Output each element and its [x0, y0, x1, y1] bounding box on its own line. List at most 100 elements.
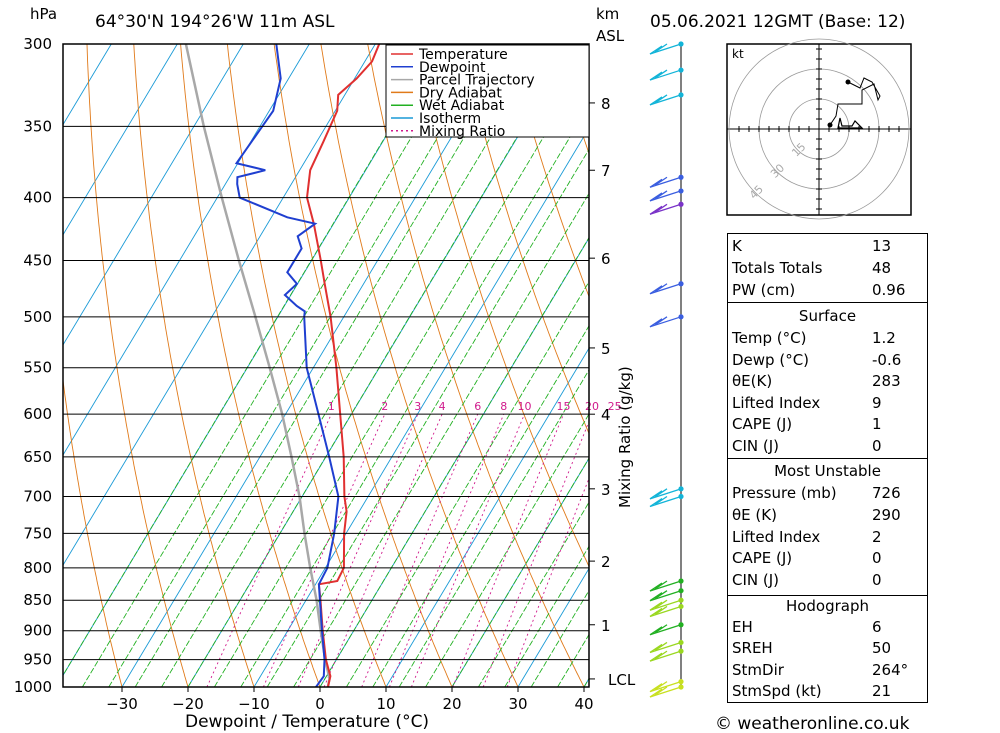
wind-barb-shaft — [649, 605, 682, 618]
wind-barb-flags — [649, 624, 668, 636]
wet-adiabat-line — [504, 545, 589, 687]
index-label: CIN (J) — [732, 437, 780, 455]
wind-barb — [649, 94, 682, 106]
surface-index-row: θE(K) 283 — [728, 371, 927, 392]
wind-barb-shaft — [649, 650, 682, 662]
pressure-unit-label: hPa — [30, 5, 57, 23]
wind-barb-flags — [649, 495, 668, 508]
wet-adiabat-line — [478, 501, 589, 687]
index-value: 6 — [872, 618, 882, 636]
most-unstable-index-row: Lifted Index 2 — [728, 527, 927, 548]
mixing-ratio-label: 10 — [518, 400, 532, 413]
wind-barb-flags — [649, 203, 668, 215]
wind-barb-flags — [649, 590, 668, 602]
surface-index-row: CAPE (J) 1 — [728, 414, 927, 435]
height-tick-label: 3 — [601, 481, 611, 499]
wind-barb — [649, 605, 682, 618]
hodograph-heading: Hodograph — [785, 597, 870, 615]
wind-barb-shaft — [649, 641, 682, 654]
dry-adiabat-line — [133, 44, 255, 687]
pressure-tick-label: 550 — [23, 359, 52, 377]
dry-adiabat-line — [929, 44, 1000, 687]
index-label: θE (K) — [732, 505, 777, 524]
index-value: 13 — [872, 237, 892, 255]
index-value: 9 — [872, 393, 882, 412]
index-value: 0 — [872, 571, 882, 590]
indices-table: K 13 Totals Totals 48 PW (cm) 0.96 Surface Te… — [727, 233, 928, 703]
dry-adiabat-line — [273, 44, 453, 687]
parcel-trajectory-line — [184, 44, 331, 687]
wind-barb-shaft — [649, 316, 682, 328]
wind-barb-flags — [649, 681, 668, 693]
height-tick-label: 6 — [601, 250, 611, 268]
index-label: Lifted Index — [732, 393, 821, 412]
isotherm-line — [63, 44, 112, 126]
wind-barb — [649, 686, 682, 698]
height-tick-label: 4 — [601, 406, 611, 424]
mixing-ratio-label: 2 — [381, 400, 388, 413]
index-label: PW (cm) — [732, 280, 796, 299]
wind-barb — [649, 43, 682, 55]
most-unstable-heading: Most Unstable — [774, 462, 881, 480]
index-value: 1 — [872, 415, 882, 434]
height-tick-label: 1 — [601, 617, 611, 635]
wind-barb — [649, 488, 682, 500]
hodograph-end-dot — [845, 79, 851, 85]
wet-adiabat-line — [214, 60, 589, 687]
wet-adiabat-line — [240, 104, 589, 687]
index-value: 48 — [872, 258, 892, 277]
dry-adiabat-line — [86, 44, 189, 687]
most-unstable-index-row: Pressure (mb) 726 — [728, 483, 927, 504]
temperature-tick-label: 40 — [574, 695, 593, 713]
wind-barb-flags — [649, 176, 668, 188]
index-value: 2 — [872, 527, 882, 546]
mixing-ratio-label: 25 — [608, 400, 622, 413]
index-label: StmSpd (kt) — [732, 682, 822, 701]
wind-barb-shaft — [649, 686, 682, 698]
isotherm-line — [63, 44, 376, 567]
mixing-ratio-axis-title: Mixing Ratio (g/kg) — [616, 366, 634, 508]
dry-adiabat-line — [507, 44, 589, 298]
legend-item: Mixing Ratio — [419, 124, 505, 140]
mixing-ratio-label: 15 — [557, 400, 571, 413]
mixing-ratio-line — [506, 477, 589, 687]
wind-barb-shaft — [649, 190, 682, 202]
surface-index-row: Temp (°C) 1.2 — [728, 328, 927, 349]
wind-barb — [649, 650, 682, 662]
wind-barb — [649, 590, 682, 602]
isotherm-line — [517, 567, 589, 687]
index-label: SREH — [732, 639, 773, 658]
index-value: 283 — [872, 372, 901, 391]
pressure-tick-label: 600 — [23, 405, 52, 423]
legend-item: Temperature — [418, 47, 508, 63]
isotherm-line — [63, 44, 244, 346]
surface-index-row: Dewp (°C) -0.6 — [728, 350, 927, 371]
pressure-tick-label: 950 — [23, 651, 52, 669]
wind-barb — [649, 69, 682, 81]
height-tick-label: 2 — [601, 553, 611, 571]
wind-barb-flags — [649, 190, 668, 202]
wind-barb-shaft — [649, 681, 682, 693]
pressure-tick-label: 450 — [23, 252, 52, 270]
index-value: 1.2 — [872, 329, 896, 347]
wind-barb-shaft — [649, 203, 682, 215]
most-unstable-index-row: CAPE (J) 0 — [728, 548, 927, 569]
wet-adiabat-line — [161, 44, 547, 687]
isotherm-line — [253, 127, 589, 687]
general-index-row: K 13 — [728, 236, 927, 257]
asl-label: ASL — [596, 27, 625, 45]
x-axis-title: Dewpoint / Temperature (°C) — [185, 712, 429, 732]
legend-item: Wet Adiabat — [419, 98, 505, 114]
wet-adiabat-line — [82, 44, 468, 687]
pressure-tick-label: 500 — [23, 308, 52, 326]
wet-adiabat-line — [530, 589, 589, 687]
legend-item: Dewpoint — [419, 60, 486, 76]
wet-adiabat-line — [451, 457, 589, 687]
pressure-tick-label: 1000 — [14, 678, 52, 696]
index-value: 290 — [872, 505, 901, 524]
mixing-ratio-line — [452, 414, 564, 687]
wind-barb-flags — [649, 641, 668, 654]
index-value: 0 — [872, 437, 882, 455]
temperature-tick-label: 0 — [315, 695, 325, 713]
